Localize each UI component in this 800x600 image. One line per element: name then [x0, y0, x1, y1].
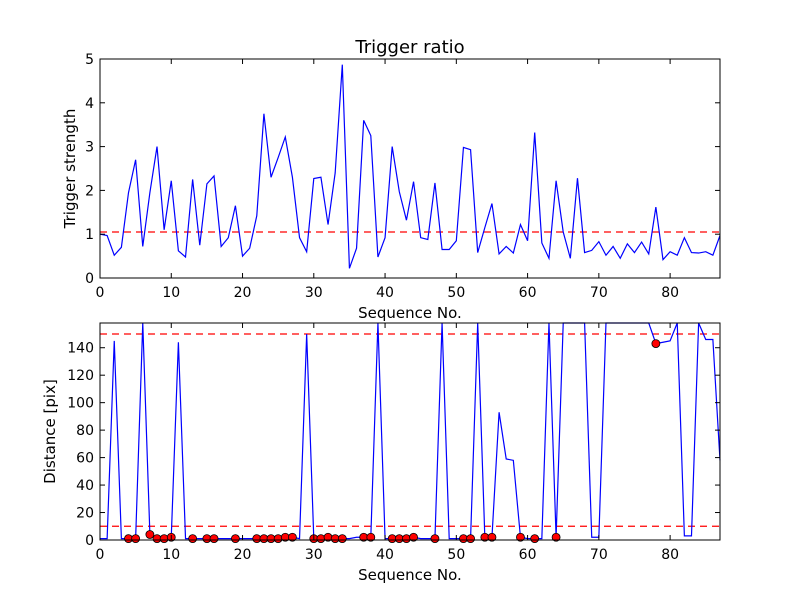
data-point — [316, 534, 326, 544]
y-tick-label: 3 — [85, 140, 94, 156]
plot-area — [100, 323, 720, 540]
data-point — [409, 532, 418, 542]
x-ticks: 0 10 20 30 40 50 60 70 80 — [96, 59, 679, 301]
y-tick-label: 0 — [85, 271, 94, 287]
x-tick-label: 10 — [162, 285, 180, 301]
y-ticks: 0 20 40 60 80 100 120 140 — [67, 341, 720, 549]
data-point — [231, 534, 240, 544]
data-point — [530, 534, 540, 544]
marker-layer — [124, 339, 661, 544]
y-ticks: 0 1 2 3 4 5 — [85, 52, 720, 287]
x-tick-label: 10 — [162, 547, 180, 563]
x-tick-label: 60 — [519, 547, 537, 563]
x-tick-label: 70 — [590, 547, 608, 563]
y-tick-label: 140 — [67, 341, 94, 357]
data-point — [131, 534, 141, 544]
data-point — [366, 532, 376, 542]
x-tick-label: 30 — [305, 547, 323, 563]
y-tick-label: 4 — [85, 96, 94, 112]
y-tick-label: 2 — [85, 183, 94, 199]
x-ticks: 0 10 20 30 40 50 60 70 80 — [96, 323, 679, 563]
data-point — [516, 532, 525, 542]
x-tick-label: 20 — [234, 285, 252, 301]
plot-frame — [99, 322, 721, 541]
y-tick-label: 40 — [76, 478, 94, 494]
x-tick-label: 40 — [376, 547, 394, 563]
x-tick-label: 20 — [234, 547, 252, 563]
y-axis-label: Distance [pix] — [41, 379, 59, 484]
chart-title: Trigger ratio — [354, 37, 464, 58]
y-tick-label: 100 — [67, 396, 94, 412]
x-tick-label: 0 — [96, 547, 105, 563]
y-tick-label: 20 — [76, 506, 94, 522]
x-tick-label: 80 — [661, 547, 679, 563]
y-tick-label: 5 — [85, 52, 94, 68]
x-axis-label: Sequence No. — [358, 566, 462, 584]
x-tick-label: 60 — [519, 285, 537, 301]
data-point — [337, 534, 347, 544]
plot-frame — [99, 58, 721, 279]
x-tick-label: 40 — [376, 285, 394, 301]
data-point — [430, 534, 440, 544]
data-point — [402, 534, 411, 544]
series-layer — [99, 64, 721, 269]
y-tick-label: 80 — [76, 423, 94, 439]
data-point — [651, 339, 661, 349]
threshold-lines — [100, 333, 720, 527]
y-axis-label: Trigger strength — [61, 109, 79, 230]
data-point — [209, 534, 219, 544]
data-point — [273, 534, 283, 544]
data-point — [288, 532, 297, 542]
x-tick-label: 50 — [447, 285, 465, 301]
data-point — [145, 530, 155, 539]
y-tick-label: 120 — [67, 368, 94, 384]
x-tick-label: 0 — [96, 285, 105, 301]
data-point — [159, 534, 169, 544]
x-axis-label: Sequence No. — [358, 304, 462, 322]
data-point — [487, 532, 497, 542]
plot-area — [100, 59, 720, 278]
data-point — [551, 532, 561, 542]
data-point — [188, 534, 198, 544]
x-tick-label: 80 — [661, 285, 679, 301]
data-point — [466, 534, 475, 544]
y-tick-label: 0 — [85, 533, 94, 549]
distance-chart: 0 10 20 30 40 50 60 70 80 0 20 40 60 80 100 120 140 Seq… — [41, 322, 721, 584]
x-tick-label: 30 — [305, 285, 323, 301]
y-tick-label: 1 — [85, 227, 94, 243]
x-tick-label: 50 — [447, 547, 465, 563]
trigger-ratio-chart: Trigger ratio 0 10 20 30 40 50 60 70 80 0 1 2 3 4 5 S… — [61, 37, 721, 322]
y-tick-label: 60 — [76, 451, 94, 467]
x-tick-label: 70 — [590, 285, 608, 301]
series-line — [99, 64, 721, 269]
